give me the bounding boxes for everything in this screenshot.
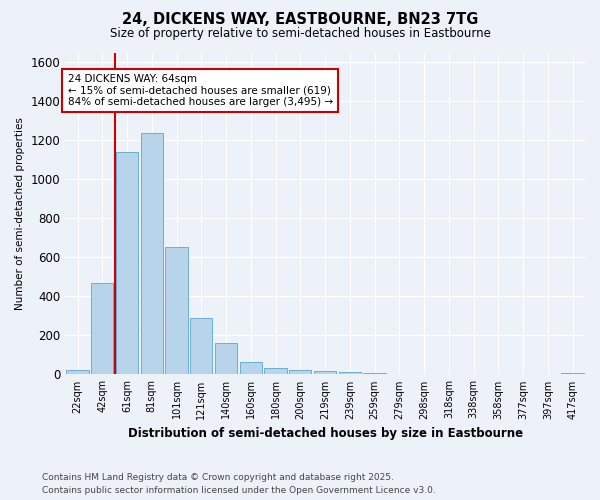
Y-axis label: Number of semi-detached properties: Number of semi-detached properties	[15, 117, 25, 310]
Bar	[562, 373, 584, 374]
Bar	[215, 343, 237, 374]
Bar	[91, 282, 113, 374]
Text: Size of property relative to semi-detached houses in Eastbourne: Size of property relative to semi-detach…	[110, 28, 490, 40]
Bar	[289, 370, 311, 374]
Bar	[239, 362, 262, 374]
Bar	[140, 134, 163, 374]
X-axis label: Distribution of semi-detached houses by size in Eastbourne: Distribution of semi-detached houses by …	[128, 427, 523, 440]
Text: Contains HM Land Registry data © Crown copyright and database right 2025.: Contains HM Land Registry data © Crown c…	[42, 474, 394, 482]
Bar	[338, 372, 361, 374]
Bar	[265, 368, 287, 374]
Bar	[166, 246, 188, 374]
Text: 24, DICKENS WAY, EASTBOURNE, BN23 7TG: 24, DICKENS WAY, EASTBOURNE, BN23 7TG	[122, 12, 478, 28]
Bar	[67, 370, 89, 374]
Bar	[314, 370, 336, 374]
Bar	[190, 318, 212, 374]
Bar	[116, 152, 138, 374]
Text: 24 DICKENS WAY: 64sqm
← 15% of semi-detached houses are smaller (619)
84% of sem: 24 DICKENS WAY: 64sqm ← 15% of semi-deta…	[68, 74, 333, 107]
Text: Contains public sector information licensed under the Open Government Licence v3: Contains public sector information licen…	[42, 486, 436, 495]
